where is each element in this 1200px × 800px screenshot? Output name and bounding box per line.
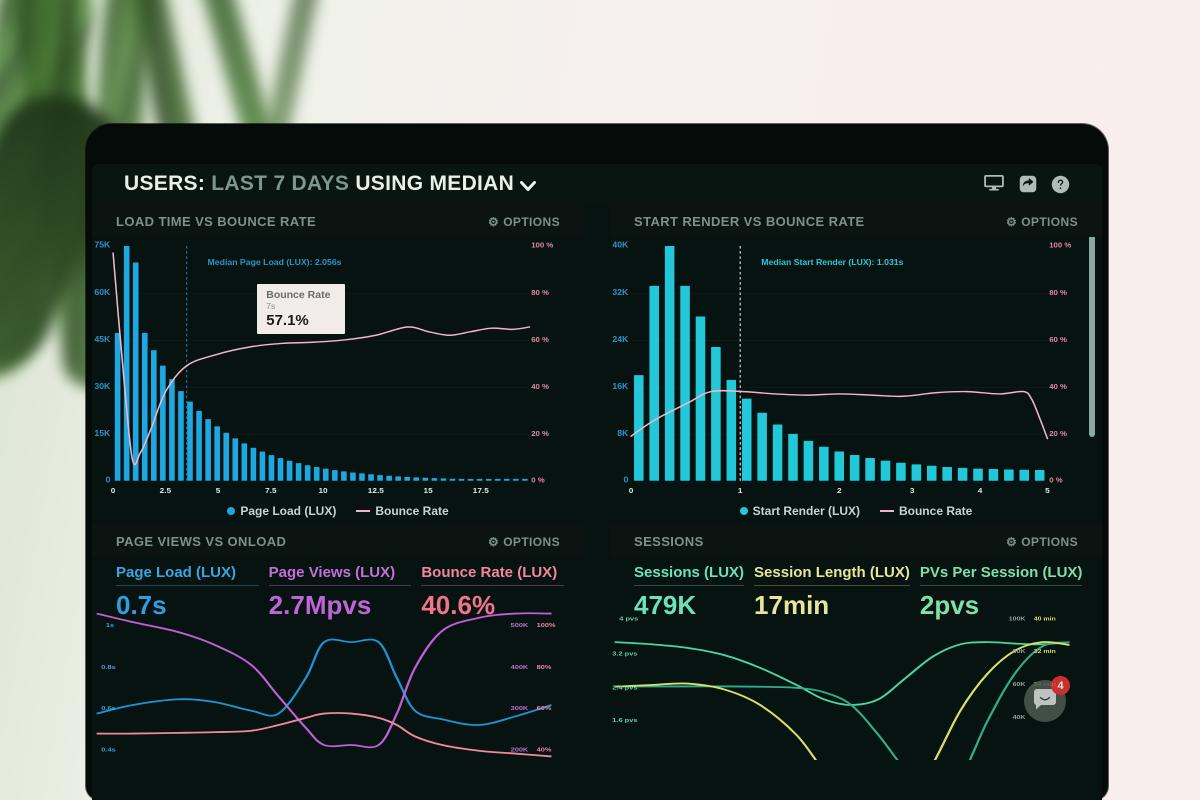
svg-text:60 %: 60 % [1049, 335, 1067, 344]
svg-text:4 pvs: 4 pvs [619, 616, 638, 622]
svg-text:2: 2 [837, 486, 842, 495]
svg-text:45K: 45K [94, 334, 111, 344]
svg-text:0: 0 [111, 486, 116, 495]
svg-text:60K: 60K [1013, 682, 1026, 688]
svg-text:80K: 80K [1013, 649, 1026, 655]
svg-text:100 %: 100 % [531, 241, 553, 250]
svg-text:4: 4 [978, 486, 983, 495]
svg-text:400K: 400K [511, 665, 529, 671]
svg-text:40 %: 40 % [531, 382, 549, 391]
svg-text:60 %: 60 % [531, 335, 549, 344]
svg-text:80 %: 80 % [1049, 288, 1067, 297]
svg-text:75K: 75K [94, 240, 111, 250]
svg-text:20 %: 20 % [531, 429, 549, 438]
svg-text:12.5: 12.5 [368, 486, 385, 495]
svg-text:30K: 30K [94, 381, 111, 391]
svg-text:2.4 pvs: 2.4 pvs [612, 685, 637, 691]
svg-text:40 %: 40 % [1049, 382, 1067, 391]
svg-text:8K: 8K [617, 428, 629, 438]
svg-text:20 %: 20 % [1049, 429, 1067, 438]
svg-text:0.8s: 0.8s [101, 665, 116, 671]
svg-text:Median Page Load (LUX): 2.056s: Median Page Load (LUX): 2.056s [208, 257, 342, 267]
svg-text:1.6 pvs: 1.6 pvs [612, 718, 637, 724]
svg-text:100K: 100K [1009, 616, 1026, 622]
svg-text:32 min: 32 min [1034, 649, 1056, 655]
svg-text:5: 5 [216, 486, 221, 495]
svg-text:2.5: 2.5 [160, 486, 172, 495]
svg-text:3: 3 [910, 486, 915, 495]
svg-text:60K: 60K [94, 287, 111, 297]
svg-text:200K: 200K [511, 747, 529, 753]
svg-text:1s: 1s [106, 623, 115, 629]
svg-text:Median Start Render (LUX): 1.0: Median Start Render (LUX): 1.031s [761, 257, 904, 267]
svg-text:0 %: 0 % [1049, 476, 1063, 485]
svg-text:300K: 300K [511, 706, 529, 712]
svg-text:0.4s: 0.4s [101, 747, 116, 753]
svg-text:40 min: 40 min [1034, 616, 1056, 622]
svg-text:1: 1 [738, 486, 743, 495]
svg-text:7.5: 7.5 [265, 486, 277, 495]
svg-text:60%: 60% [537, 706, 552, 712]
svg-text:0: 0 [623, 475, 628, 485]
svg-text:15K: 15K [94, 428, 111, 438]
svg-text:3.2 pvs: 3.2 pvs [612, 651, 637, 657]
svg-text:5: 5 [1045, 486, 1050, 495]
svg-text:10: 10 [318, 486, 328, 495]
svg-text:17.5: 17.5 [473, 486, 490, 495]
svg-text:40K: 40K [612, 240, 629, 250]
svg-text:0 %: 0 % [531, 476, 545, 485]
svg-text:24K: 24K [612, 334, 629, 344]
svg-text:80 %: 80 % [531, 288, 549, 297]
svg-text:32K: 32K [612, 287, 629, 297]
svg-text:80%: 80% [537, 665, 552, 671]
svg-text:500K: 500K [511, 623, 529, 629]
svg-text:15: 15 [423, 486, 433, 495]
svg-text:40%: 40% [537, 747, 552, 753]
svg-text:100 %: 100 % [1049, 241, 1071, 250]
svg-text:0.6s: 0.6s [101, 706, 116, 712]
svg-text:0: 0 [629, 486, 634, 495]
svg-text:100%: 100% [537, 623, 556, 629]
svg-text:0: 0 [105, 475, 110, 485]
svg-text:16K: 16K [612, 381, 629, 391]
svg-text:40K: 40K [1013, 715, 1026, 721]
